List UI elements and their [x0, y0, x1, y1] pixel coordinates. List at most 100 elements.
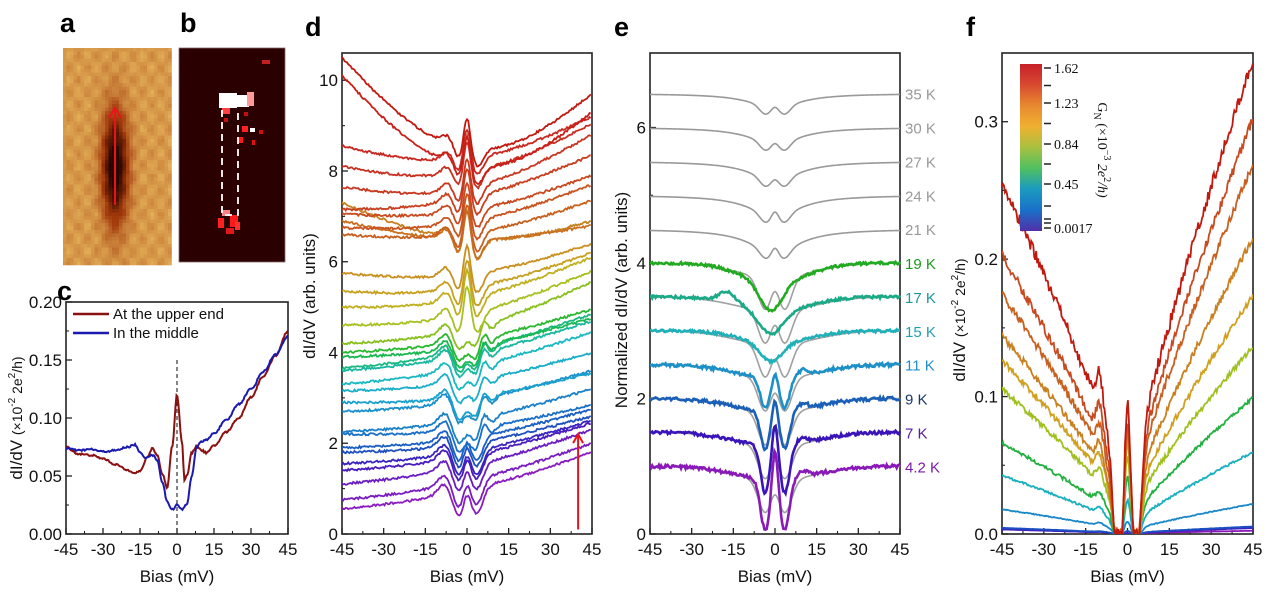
topography-pixel [143, 51, 148, 56]
topography-pixel [87, 142, 92, 147]
topography-pixel [168, 51, 172, 56]
topography-pixel [147, 167, 151, 171]
topography-pixel [87, 261, 92, 266]
topography-pixel [147, 163, 151, 168]
topography-pixel [108, 86, 113, 91]
topography-pixel [94, 149, 99, 154]
topography-pixel [63, 132, 67, 136]
temperature-label: 35 K [905, 87, 936, 104]
topography-pixel [161, 188, 165, 192]
topography-pixel [70, 121, 74, 126]
topography-pixel [80, 233, 85, 238]
topography-pixel [122, 55, 127, 59]
topography-pixel [164, 223, 169, 227]
topography-pixel [66, 139, 71, 143]
topography-pixel [133, 247, 137, 252]
topography-pixel [108, 191, 113, 196]
topography-pixel [147, 258, 151, 262]
topography-pixel [66, 254, 71, 259]
topography-pixel [115, 223, 120, 227]
topography-pixel [94, 209, 99, 213]
topography-pixel [105, 48, 109, 52]
topography-pixel [154, 146, 158, 150]
topography-pixel [73, 69, 78, 73]
topography-pixel [112, 83, 116, 87]
topography-pixel [133, 244, 137, 248]
topography-pixel [126, 251, 130, 255]
topography-pixel [84, 132, 88, 136]
topography-pixel [143, 114, 148, 119]
topography-pixel [63, 100, 67, 105]
topography-pixel [91, 118, 95, 122]
topography-pixel [157, 142, 162, 147]
topography-pixel [119, 146, 123, 150]
topography-pixel [98, 121, 102, 126]
topography-pixel [80, 188, 85, 192]
topography-pixel [147, 111, 151, 115]
topography-pixel [129, 83, 134, 87]
colorbar [1020, 64, 1042, 231]
topography-pixel [164, 212, 169, 217]
topography-pixel [101, 244, 106, 248]
x-tick-label: 15 [807, 540, 826, 559]
topography-pixel [126, 86, 130, 91]
topography-pixel [168, 142, 172, 147]
topography-pixel [87, 83, 92, 87]
topography-pixel [119, 142, 123, 147]
spectrum-line [342, 242, 592, 294]
topography-pixel [168, 153, 172, 157]
topography-pixel [122, 149, 127, 154]
topography-pixel [154, 125, 158, 129]
topography-pixel [105, 69, 109, 73]
topography-pixel [66, 93, 71, 98]
topography-pixel [94, 107, 99, 112]
topography-pixel [136, 191, 141, 196]
topography-pixel [70, 156, 74, 161]
topography-pixel [129, 251, 134, 255]
topography-pixel [168, 163, 172, 168]
topography-pixel [108, 48, 113, 52]
topography-pixel [63, 188, 67, 192]
topography-pixel [133, 184, 137, 189]
topography-pixel [73, 254, 78, 259]
topography-pixel [161, 83, 165, 87]
topography-pixel [157, 226, 162, 231]
arrow-head-icon [572, 432, 584, 444]
topography-pixel [150, 132, 155, 136]
topography-pixel [129, 149, 134, 154]
topography-pixel [157, 219, 162, 224]
topography-pixel [91, 58, 95, 63]
reference-gray-line [650, 397, 901, 446]
topography-pixel [164, 48, 169, 52]
topography-pixel [112, 118, 116, 122]
topography-pixel [143, 93, 148, 98]
y-tick-label: 0 [637, 525, 646, 544]
topography-pixel [164, 65, 169, 70]
topography-pixel [154, 174, 158, 178]
topography-pixel [91, 111, 95, 115]
topography-pixel [140, 174, 144, 178]
topography-pixel [84, 258, 88, 262]
topography-pixel [157, 212, 162, 217]
topography-pixel [84, 107, 88, 112]
topography-pixel [66, 51, 71, 56]
topography-pixel [112, 195, 116, 199]
topography-pixel [112, 128, 116, 133]
topography-pixel [73, 114, 78, 119]
topography-pixel [112, 205, 116, 210]
topography-pixel [140, 167, 144, 171]
topography-pixel [84, 111, 88, 115]
topography-pixel [63, 153, 67, 157]
topography-pixel [80, 160, 85, 164]
topography-pixel [84, 104, 88, 108]
topography-pixel [161, 97, 165, 101]
topography-pixel [164, 146, 169, 150]
topography-pixel [91, 90, 95, 94]
topography-pixel [70, 237, 74, 241]
topography-pixel [80, 51, 85, 56]
topography-pixel [87, 219, 92, 224]
topography-pixel [98, 93, 102, 98]
topography-pixel [150, 107, 155, 112]
topography-pixel [63, 55, 67, 59]
topography-pixel [168, 230, 172, 234]
